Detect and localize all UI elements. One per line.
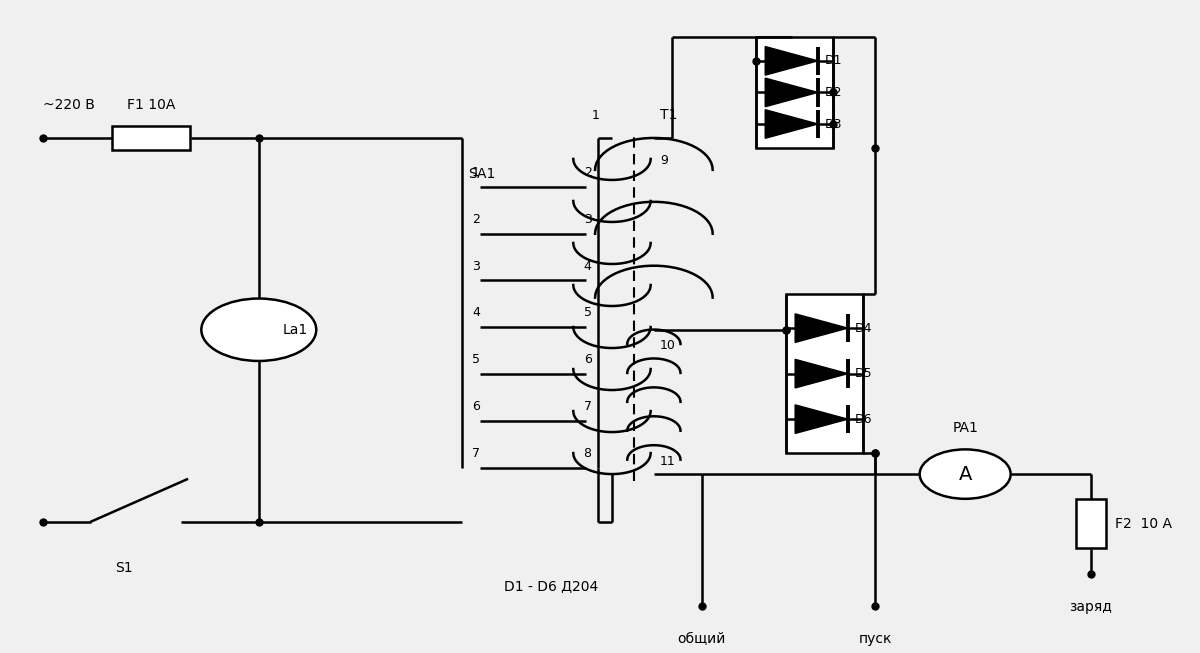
Text: F2  10 A: F2 10 A [1115,517,1172,531]
Text: 2: 2 [472,213,480,226]
Polygon shape [766,46,818,75]
Circle shape [919,449,1010,499]
Text: 5: 5 [583,306,592,319]
Text: 8: 8 [583,447,592,460]
Text: 10: 10 [660,340,676,353]
Bar [1076,500,1106,549]
Text: 4: 4 [472,306,480,319]
Text: D4: D4 [856,322,872,334]
Circle shape [202,298,317,361]
Bar [112,125,190,150]
Text: D1: D1 [826,54,842,67]
Polygon shape [766,110,818,138]
Text: 6: 6 [472,400,480,413]
Bar [756,37,834,148]
Text: 3: 3 [472,259,480,272]
Text: SA1: SA1 [468,167,496,181]
Bar [786,294,863,453]
Text: A: A [959,464,972,484]
Polygon shape [766,78,818,106]
Text: 7: 7 [472,447,480,460]
Text: D1 - D6 Д204: D1 - D6 Д204 [504,580,599,594]
Text: 6: 6 [583,353,592,366]
Text: 1: 1 [472,166,480,179]
Text: T1: T1 [660,108,677,121]
Text: ~220 B: ~220 B [43,98,95,112]
Text: 5: 5 [472,353,480,366]
Text: 1: 1 [592,108,600,121]
Text: 9: 9 [660,154,667,167]
Text: пуск: пуск [859,632,892,646]
Text: S1: S1 [115,560,133,575]
Text: 11: 11 [660,454,676,468]
Text: D6: D6 [856,413,872,426]
Text: 3: 3 [583,213,592,226]
Text: F1 10A: F1 10A [127,98,175,112]
Text: PA1: PA1 [953,421,978,435]
Text: 7: 7 [583,400,592,413]
Text: заряд: заряд [1069,599,1112,614]
Polygon shape [796,359,848,388]
Text: общий: общий [678,632,726,646]
Polygon shape [796,405,848,434]
Text: D2: D2 [826,86,842,99]
Text: 2: 2 [583,166,592,179]
Text: 4: 4 [583,259,592,272]
Text: La1: La1 [283,323,308,337]
Text: D5: D5 [856,367,872,380]
Text: D3: D3 [826,118,842,131]
Polygon shape [796,314,848,342]
